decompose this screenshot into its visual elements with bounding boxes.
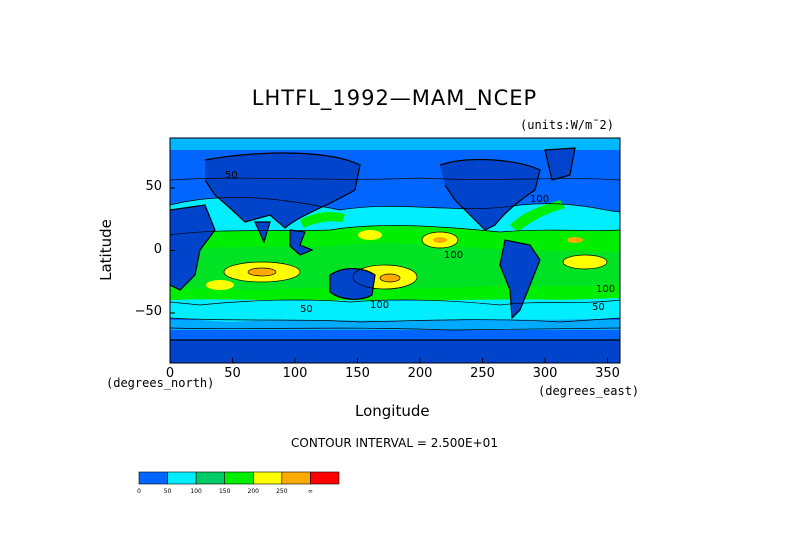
contour-label: 100 [444,250,463,261]
colorbar-tick-label: 150 [218,488,231,495]
colorbar-tick-label: 100 [190,488,202,495]
y-tick-label: −50 [134,304,162,319]
contour-interval-text: CONTOUR INTERVAL = 2.500E+01 [291,436,498,450]
x-axis-units: (degrees_east) [538,384,640,398]
colorbar-swatch [195,471,226,485]
colorbar-swatch [167,471,197,485]
colorbar-tick-label: ∞ [307,488,313,495]
x-tick-label: 250 [470,366,495,381]
colorbar-tick-label: 50 [163,488,172,495]
colorbar-swatch [281,471,311,485]
x-tick-label: 300 [532,366,558,381]
colorbar-swatch [138,471,168,485]
y-axis-label: Latitude [97,219,115,281]
colorbar-swatch [252,471,283,485]
colorbar-tick-label: 250 [276,488,288,495]
x-tick-label: 50 [224,366,241,381]
x-tick-label: 100 [282,366,308,381]
x-tick-label: 0 [165,366,175,381]
chart-title: LHTFL_1992—MAM_NCEP [251,86,538,110]
y-tick-label: 0 [153,241,162,257]
colorbar [138,471,340,485]
colorbar-tick-label: 0 [137,488,141,495]
x-tick-label: 350 [595,366,620,381]
colorbar-swatch [224,471,254,485]
colorbar-swatch [310,471,340,485]
contour-label: 100 [596,284,615,295]
contour-label: 100 [530,194,549,205]
units-label: (units:W/m¯2) [520,118,614,132]
colorbar-tick-label: 200 [247,488,259,495]
contour-label: 100 [370,300,389,311]
x-tick-label: 200 [407,366,433,381]
contour-label: 50 [225,170,238,181]
y-tick-label: 50 [145,179,162,194]
contour-label: 50 [592,302,605,313]
x-axis-label: Longitude [355,402,430,420]
x-tick-label: 150 [345,366,370,381]
y-axis-units: (degrees_north) [106,376,215,390]
heatmap-field [170,138,620,363]
contour-label: 50 [300,304,313,315]
